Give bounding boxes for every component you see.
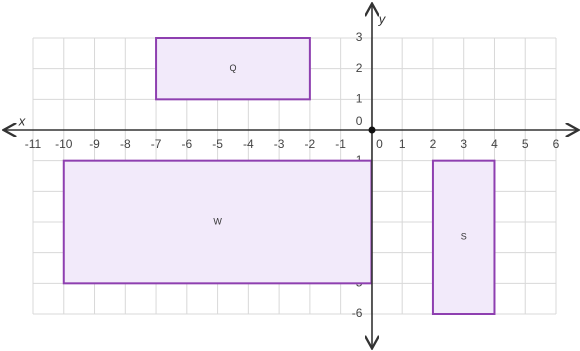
x-tick-label: -4 bbox=[243, 137, 254, 151]
shape-label: S bbox=[461, 232, 467, 242]
x-tick-label: -1 bbox=[335, 137, 346, 151]
x-tick-label: 6 bbox=[553, 137, 560, 151]
x-tick-label: 4 bbox=[491, 137, 498, 151]
x-tick-label: -5 bbox=[212, 137, 223, 151]
y-tick-label: 3 bbox=[356, 30, 363, 44]
x-tick-label: -6 bbox=[181, 137, 192, 151]
shape-label: W bbox=[213, 216, 222, 226]
x-tick-label: -3 bbox=[274, 137, 285, 151]
x-axis-label: x bbox=[18, 113, 26, 128]
shapes: Q W S bbox=[62, 37, 496, 315]
y-tick-label: 2 bbox=[356, 61, 363, 75]
x-tick-label: 5 bbox=[522, 137, 529, 151]
x-tick-label: 1 bbox=[399, 137, 406, 151]
x-tick-label: -11 bbox=[25, 137, 42, 151]
x-tick-label: -8 bbox=[120, 137, 131, 151]
x-tick-label: 2 bbox=[430, 137, 437, 151]
x-tick-label: -10 bbox=[55, 137, 73, 151]
origin-dot bbox=[368, 126, 376, 134]
x-tick-label: -2 bbox=[305, 137, 316, 151]
x-tick-label: 0 bbox=[376, 137, 383, 151]
shape-label: Q bbox=[229, 63, 236, 73]
rectangle bbox=[431, 159, 496, 315]
x-tick-label: -9 bbox=[89, 137, 100, 151]
rectangle bbox=[62, 159, 373, 285]
rectangle bbox=[155, 37, 311, 101]
y-tick-label: 1 bbox=[356, 92, 363, 106]
y-tick-label: -6 bbox=[352, 306, 363, 320]
y-tick-label: 0 bbox=[356, 114, 363, 128]
x-tick-label: -7 bbox=[151, 137, 162, 151]
x-tick-label: 3 bbox=[460, 137, 467, 151]
y-axis-label: y bbox=[378, 11, 387, 26]
